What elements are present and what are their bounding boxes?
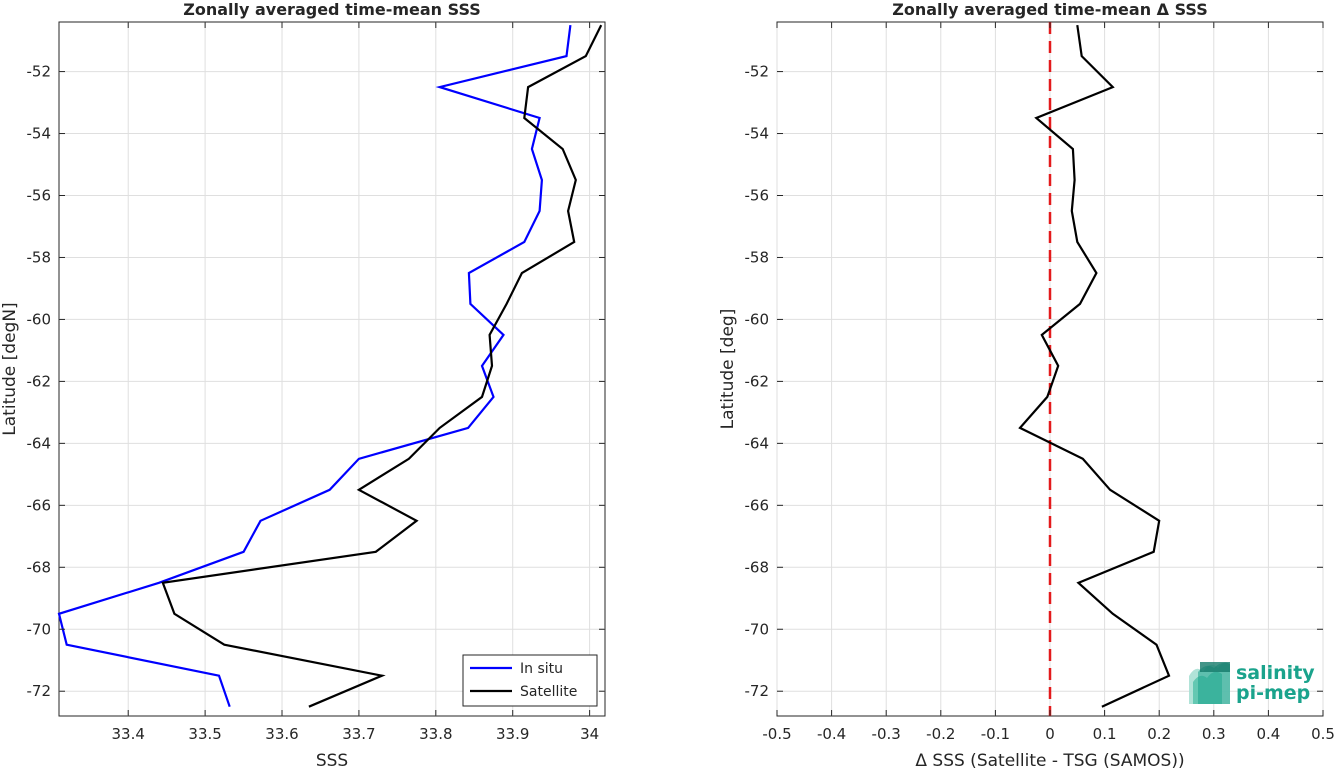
sss-y-tick-label: -58 bbox=[27, 248, 52, 266]
legend: In situ Satellite bbox=[462, 654, 598, 707]
sss-y-tick-label: -64 bbox=[27, 434, 52, 452]
salinity-pi-mep-logo: salinity pi-mep bbox=[1189, 662, 1315, 704]
delta-sss-y-tick-label: -70 bbox=[745, 620, 770, 638]
sss-x-tick-label: 33.4 bbox=[112, 725, 145, 743]
sss-ticks: 33.4 33.5 33.6 33.7 33.8 33.9 34 -52 -54 -56 -58 -6… bbox=[27, 22, 605, 743]
delta-sss-chart-title: Zonally averaged time-mean Δ SSS bbox=[892, 0, 1208, 19]
delta-sss-x-tick-label: -0.2 bbox=[926, 725, 955, 743]
sss-y-tick-label: -72 bbox=[27, 682, 52, 700]
delta-sss-panel: -0.5 -0.4 -0.3 -0.2 -0.1 0 0.1 0.2 0.3 0.4 0.5 -52 -… bbox=[718, 0, 1335, 769]
sss-y-tick-label: -68 bbox=[27, 558, 52, 576]
sss-grid bbox=[59, 22, 605, 716]
sss-y-tick-label: -62 bbox=[27, 372, 52, 390]
delta-sss-y-tick-label: -66 bbox=[745, 496, 770, 514]
delta-sss-x-tick-label: -0.3 bbox=[872, 725, 901, 743]
delta-sss-line-delta bbox=[1018, 24, 1171, 708]
delta-sss-x-tick-label: -0.5 bbox=[762, 725, 791, 743]
legend-box bbox=[462, 654, 598, 707]
sss-y-tick-label: -54 bbox=[27, 125, 52, 143]
delta-sss-y-tick-label: -54 bbox=[745, 125, 770, 143]
sss-x-tick-label: 33.5 bbox=[188, 725, 221, 743]
sss-line-in-situ bbox=[57, 24, 572, 708]
delta-sss-x-tick-label: -0.1 bbox=[981, 725, 1010, 743]
delta-sss-ticks: -0.5 -0.4 -0.3 -0.2 -0.1 0 0.1 0.2 0.3 0.4 0.5 -52 -… bbox=[745, 22, 1335, 743]
sss-y-tick-label: -56 bbox=[27, 187, 52, 205]
delta-sss-y-tick-label: -72 bbox=[745, 682, 770, 700]
delta-sss-series bbox=[1018, 24, 1171, 708]
delta-sss-y-tick-label: -60 bbox=[745, 310, 770, 328]
sss-x-tick-label: 33.8 bbox=[419, 725, 452, 743]
sss-x-tick-label: 33.7 bbox=[342, 725, 375, 743]
delta-sss-y-tick-label: -58 bbox=[745, 248, 770, 266]
wave-logo-icon bbox=[1189, 662, 1230, 704]
sss-y-tick-label: -60 bbox=[27, 310, 52, 328]
delta-sss-y-axis-label: Latitude [deg] bbox=[718, 309, 738, 430]
logo-text-salinity: salinity bbox=[1236, 662, 1315, 684]
logo-text-pi-mep: pi-mep bbox=[1236, 682, 1310, 704]
delta-sss-y-tick-label: -68 bbox=[745, 558, 770, 576]
delta-sss-y-tick-label: -62 bbox=[745, 372, 770, 390]
delta-sss-grid bbox=[776, 22, 1324, 716]
delta-sss-x-tick-label: 0.4 bbox=[1256, 725, 1280, 743]
legend-label-satellite: Satellite bbox=[520, 684, 577, 700]
sss-y-tick-label: -70 bbox=[27, 620, 52, 638]
sss-y-tick-label: -52 bbox=[27, 63, 52, 81]
sss-panel: 33.4 33.5 33.6 33.7 33.8 33.9 34 -52 -54 -56 -58 -6… bbox=[0, 0, 606, 769]
delta-sss-x-axis-label: Δ SSS (Satellite - TSG (SAMOS)) bbox=[915, 751, 1184, 769]
sss-y-axis-label: Latitude [degN] bbox=[0, 302, 20, 435]
sss-series bbox=[57, 24, 603, 708]
delta-sss-x-tick-label: 0.1 bbox=[1093, 725, 1117, 743]
sss-line-satellite bbox=[161, 24, 603, 708]
delta-sss-y-tick-label: -56 bbox=[745, 187, 770, 205]
delta-sss-y-tick-label: -64 bbox=[745, 434, 770, 452]
sss-plot-area bbox=[58, 21, 606, 717]
legend-label-in-situ: In situ bbox=[520, 661, 563, 677]
delta-sss-x-tick-label: -0.4 bbox=[817, 725, 846, 743]
delta-sss-x-tick-label: 0.3 bbox=[1202, 725, 1226, 743]
delta-sss-x-tick-label: 0 bbox=[1045, 725, 1055, 743]
sss-chart-title: Zonally averaged time-mean SSS bbox=[183, 0, 481, 19]
delta-sss-x-tick-label: 0.5 bbox=[1311, 725, 1335, 743]
sss-y-tick-label: -66 bbox=[27, 496, 52, 514]
sss-x-tick-label: 34 bbox=[580, 725, 599, 743]
sss-x-tick-label: 33.6 bbox=[265, 725, 298, 743]
delta-sss-x-tick-label: 0.2 bbox=[1147, 725, 1171, 743]
sss-x-tick-label: 33.9 bbox=[496, 725, 529, 743]
sss-x-axis-label: SSS bbox=[316, 751, 348, 769]
delta-sss-y-tick-label: -52 bbox=[745, 63, 770, 81]
